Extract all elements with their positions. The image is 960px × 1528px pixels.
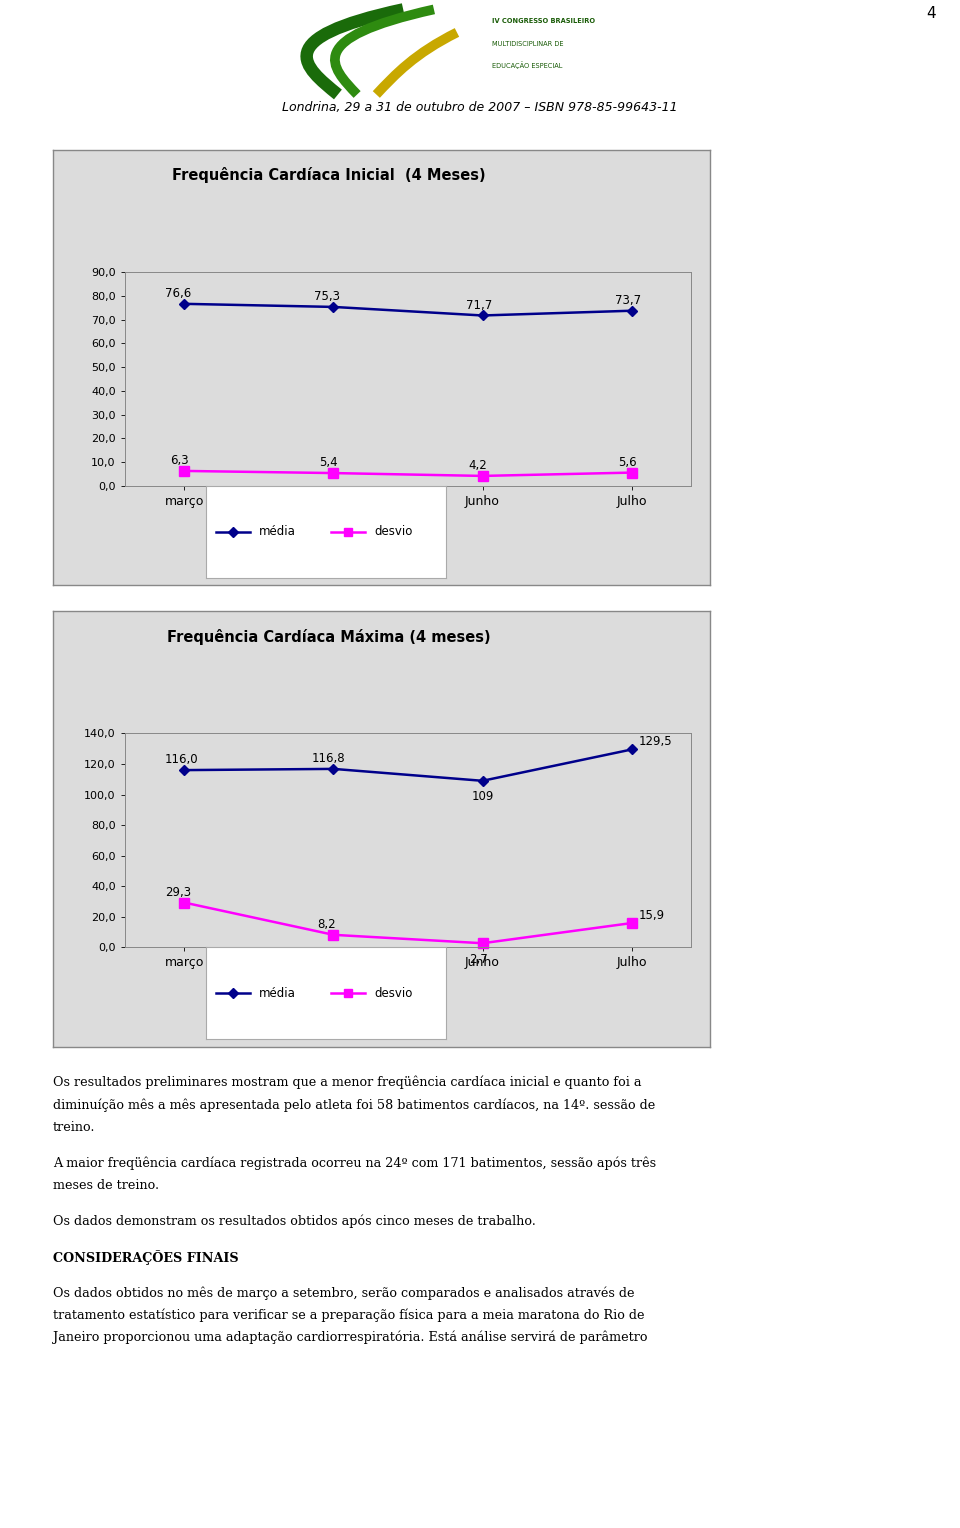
Text: média: média (259, 526, 296, 538)
Text: Frequência Cardíaca Máxima (4 meses): Frequência Cardíaca Máxima (4 meses) (167, 628, 491, 645)
Text: média: média (259, 987, 296, 999)
Text: 15,9: 15,9 (638, 909, 664, 921)
Text: treino.: treino. (53, 1120, 95, 1134)
Text: 75,3: 75,3 (314, 290, 340, 303)
Text: 4,2: 4,2 (468, 458, 488, 472)
Text: tratamento estatístico para verificar se a preparação física para a meia maraton: tratamento estatístico para verificar se… (53, 1308, 644, 1322)
Text: 6,3: 6,3 (171, 454, 189, 468)
Text: 73,7: 73,7 (615, 293, 641, 307)
Text: 71,7: 71,7 (466, 298, 492, 312)
Text: CONSIDERAÇÕES FINAIS: CONSIDERAÇÕES FINAIS (53, 1250, 238, 1265)
Text: 5,6: 5,6 (617, 455, 636, 469)
Text: 116,0: 116,0 (165, 753, 199, 766)
Text: meses de treino.: meses de treino. (53, 1178, 159, 1192)
Text: Janeiro proporcionou uma adaptação cardiorrespiratória. Está análise servirá de : Janeiro proporcionou uma adaptação cardi… (53, 1331, 647, 1345)
Text: Londrina, 29 a 31 de outubro de 2007 – ISBN 978-85-99643-11: Londrina, 29 a 31 de outubro de 2007 – I… (282, 101, 678, 115)
Text: 129,5: 129,5 (638, 735, 672, 749)
Text: 109: 109 (471, 790, 493, 804)
Text: Frequência Cardíaca Inicial  (4 Meses): Frequência Cardíaca Inicial (4 Meses) (172, 167, 486, 183)
Text: EDUCAÇÃO ESPECIAL: EDUCAÇÃO ESPECIAL (492, 61, 562, 69)
Text: IV CONGRESSO BRASILEIRO: IV CONGRESSO BRASILEIRO (492, 18, 594, 24)
Text: 5,4: 5,4 (320, 457, 338, 469)
Text: Os dados demonstram os resultados obtidos após cinco meses de trabalho.: Os dados demonstram os resultados obtido… (53, 1215, 536, 1229)
Text: desvio: desvio (374, 526, 413, 538)
Text: A maior freqüência cardíaca registrada ocorreu na 24º com 171 batimentos, sessão: A maior freqüência cardíaca registrada o… (53, 1157, 656, 1170)
Text: 76,6: 76,6 (165, 287, 191, 299)
Text: Os dados obtidos no mês de março a setembro, serão comparados e analisados atrav: Os dados obtidos no mês de março a setem… (53, 1287, 635, 1300)
Text: diminuíção mês a mês apresentada pelo atleta foi 58 batimentos cardíacos, na 14º: diminuíção mês a mês apresentada pelo at… (53, 1099, 655, 1112)
Text: Os resultados preliminares mostram que a menor freqüência cardíaca inicial e qua: Os resultados preliminares mostram que a… (53, 1076, 641, 1089)
Text: MULTIDISCIPLINAR DE: MULTIDISCIPLINAR DE (492, 41, 563, 47)
Text: 2,7: 2,7 (468, 952, 488, 966)
Text: 8,2: 8,2 (317, 918, 335, 931)
Text: desvio: desvio (374, 987, 413, 999)
Text: 29,3: 29,3 (165, 886, 191, 898)
Text: 116,8: 116,8 (311, 752, 345, 766)
Text: 4: 4 (926, 6, 936, 21)
